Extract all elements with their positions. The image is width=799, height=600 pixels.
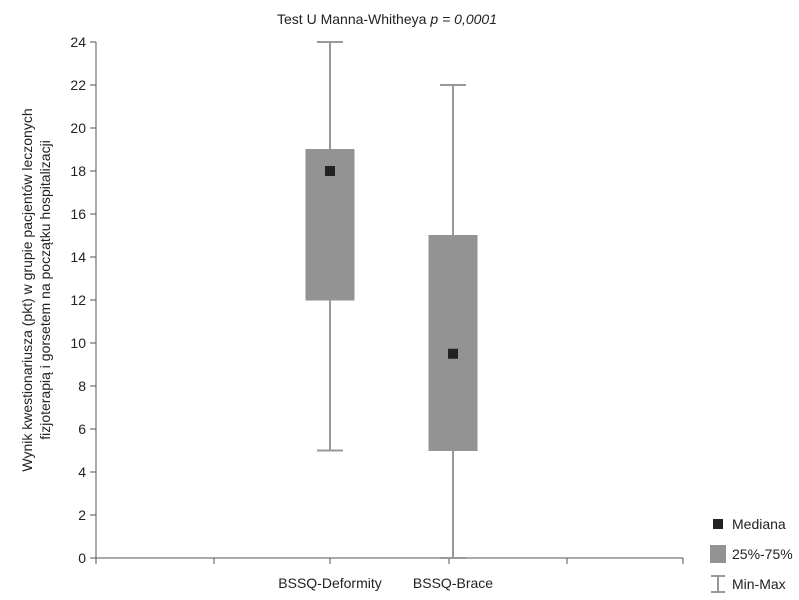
legend-item-2: Min-Max — [711, 575, 786, 593]
y-tick-label-8: 8 — [78, 378, 86, 394]
y-axis-label: Wynik kwestionariusza (pkt) w grupie pac… — [19, 108, 53, 471]
box-group-1 — [428, 84, 478, 559]
y-tick-label-4: 4 — [78, 464, 86, 480]
legend-item-0: Mediana — [713, 516, 786, 532]
y-tick-label-0: 0 — [78, 550, 86, 566]
legend: Mediana 25%-75% Min-Max — [710, 516, 793, 593]
y-tick-label-10: 10 — [70, 335, 86, 351]
legend-label-0: Mediana — [732, 516, 786, 532]
y-tick-label-6: 6 — [78, 421, 86, 437]
y-axis-label-line2: fizjoterapią i gorsetem na początku hosp… — [37, 140, 53, 440]
y-axis-label-line1: Wynik kwestionariusza (pkt) w grupie pac… — [19, 108, 35, 471]
y-tick-label-24: 24 — [70, 34, 86, 50]
legend-median-swatch — [713, 519, 723, 529]
iqr-box-1 — [428, 235, 478, 451]
chart-title-main: Test U Manna-Whitheya — [277, 11, 427, 27]
y-tick-label-20: 20 — [70, 120, 86, 136]
legend-item-1: 25%-75% — [710, 545, 793, 563]
x-label-1: BSSQ-Brace — [413, 575, 493, 591]
legend-label-2: Min-Max — [732, 576, 786, 592]
y-tick-label-16: 16 — [70, 206, 86, 222]
x-label-0: BSSQ-Deformity — [278, 575, 381, 591]
median-marker-0 — [325, 166, 335, 176]
axes — [95, 42, 684, 564]
boxes — [305, 41, 478, 559]
legend-box-swatch — [710, 545, 726, 563]
y-tick-label-12: 12 — [70, 292, 86, 308]
box-group-0 — [305, 41, 355, 452]
y-tick-label-14: 14 — [70, 249, 86, 265]
chart-title: Test U Manna-Whitheya p = 0,0001 — [277, 11, 497, 27]
chart-title-stat: p = 0,0001 — [429, 11, 497, 27]
y-tick-label-18: 18 — [70, 163, 86, 179]
y-tick-label-2: 2 — [78, 507, 86, 523]
y-tick-label-22: 22 — [70, 77, 86, 93]
median-marker-1 — [448, 348, 458, 359]
legend-label-1: 25%-75% — [732, 546, 793, 562]
x-axis-labels: BSSQ-Deformity BSSQ-Brace — [278, 575, 493, 591]
